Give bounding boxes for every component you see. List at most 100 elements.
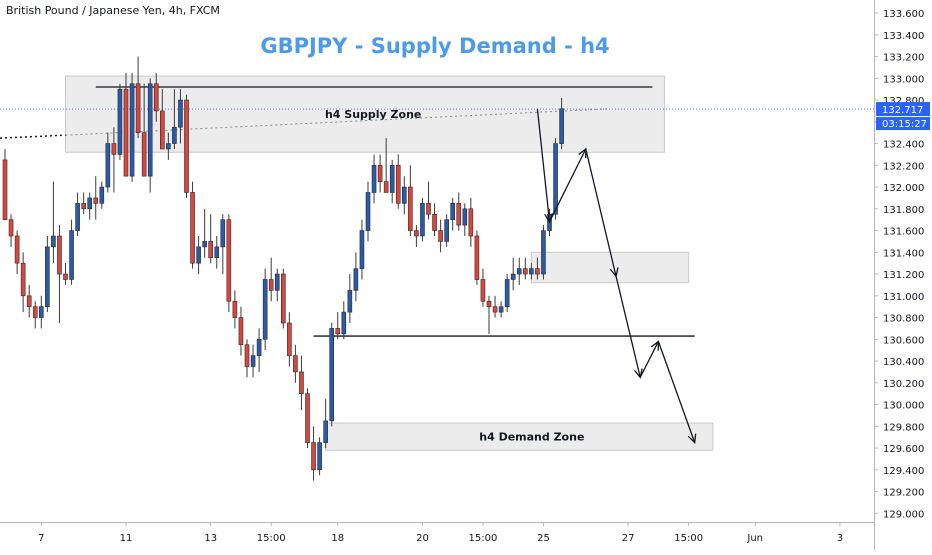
candle-up <box>498 301 504 318</box>
candle-up <box>129 72 135 182</box>
zones-layer: h4 Supply Zone h4 Demand Zone <box>65 75 714 451</box>
candle-up <box>347 274 353 323</box>
candle-body <box>262 279 268 340</box>
candle-body <box>153 83 159 112</box>
candle-down <box>293 344 298 383</box>
candle-down <box>474 230 480 285</box>
candle-down <box>153 72 159 122</box>
candle-body <box>69 230 74 280</box>
candle-body <box>522 268 528 275</box>
candle-body <box>268 279 274 291</box>
symbol-label: British Pound / Japanese Yen, 4h, FXCM <box>6 4 220 17</box>
candle-up <box>444 214 449 247</box>
candle-body <box>226 219 232 302</box>
candle-body <box>14 235 20 264</box>
candle-down <box>426 181 431 220</box>
time-tick-label: 25 <box>537 533 550 544</box>
candle-up <box>450 197 456 231</box>
candle-up <box>529 263 534 280</box>
candle-body <box>468 208 474 237</box>
candle-body <box>553 143 558 215</box>
projection-arrowhead <box>687 433 697 445</box>
candle-body <box>383 181 389 193</box>
candle-body <box>541 230 546 275</box>
projection-segment <box>536 108 551 222</box>
candle-down <box>468 197 474 247</box>
candle-up <box>516 257 522 285</box>
candle-down <box>20 252 26 313</box>
candle-up <box>172 89 177 149</box>
projection-segment <box>615 276 641 378</box>
candle-body <box>117 88 123 155</box>
candle-body <box>504 279 510 307</box>
candle-up <box>45 235 50 313</box>
zone-label: h4 Demand Zone <box>479 431 584 444</box>
candle-body <box>57 235 62 275</box>
price-tick-label: 133.600 <box>883 9 924 20</box>
candle-body <box>129 83 135 177</box>
candle-body <box>81 203 86 210</box>
candle-up <box>559 97 564 149</box>
candle-body <box>202 241 207 248</box>
price-tick-label: 129.000 <box>883 509 924 520</box>
candle-body <box>87 197 92 210</box>
candle-body <box>111 143 117 155</box>
candle-body <box>444 219 449 242</box>
candle-up <box>323 399 328 449</box>
projection-segment <box>657 341 696 443</box>
candle-up <box>99 181 105 209</box>
candle-body <box>208 241 213 259</box>
candle-down <box>414 225 419 247</box>
candle-down <box>135 56 141 139</box>
candle-body <box>184 99 189 193</box>
candle-down <box>438 219 443 253</box>
candle-up <box>117 83 123 160</box>
candle-down <box>8 214 14 247</box>
candle-down <box>311 426 316 481</box>
time-tick-label: 18 <box>331 533 344 544</box>
candle-up <box>420 197 425 242</box>
price-tick-label: 130.400 <box>883 357 924 368</box>
candle-down <box>226 214 232 313</box>
time-tick-label: Jun <box>746 533 763 544</box>
candle-body <box>474 235 480 280</box>
candle-down <box>377 154 383 193</box>
candle-body <box>420 203 425 237</box>
candle-up <box>553 138 558 220</box>
candle-down <box>244 339 250 378</box>
candle-down <box>2 148 8 220</box>
price-tick-label: 129.200 <box>883 488 924 499</box>
candle-body <box>498 306 504 313</box>
candle-body <box>426 203 431 215</box>
candle-down <box>335 312 341 340</box>
candle-up <box>401 176 407 215</box>
candle-up <box>262 268 268 351</box>
candle-body <box>414 230 419 237</box>
time-tick-label: 15:00 <box>469 533 498 544</box>
candle-body <box>244 344 250 367</box>
candle-body <box>135 83 141 133</box>
price-tick-label: 131.600 <box>883 227 924 238</box>
candle-up <box>371 154 377 204</box>
price-tick-label: 129.400 <box>883 466 924 477</box>
lines-layer <box>0 86 874 337</box>
candle-up <box>365 181 371 242</box>
candle-body <box>166 143 171 150</box>
candle-body <box>75 203 80 231</box>
candle-up <box>256 328 262 372</box>
candle-down <box>535 257 540 280</box>
candle-body <box>359 230 365 269</box>
candle-body <box>214 246 220 259</box>
candle-down <box>26 284 32 318</box>
candle-body <box>347 290 353 313</box>
time-tick-label: 20 <box>416 533 429 544</box>
price-tick-label: 133.000 <box>883 74 924 85</box>
candle-down <box>280 268 286 329</box>
candle-body <box>456 203 462 226</box>
candle-down <box>14 230 20 275</box>
candle-up <box>69 219 74 285</box>
candle-body <box>45 246 50 307</box>
